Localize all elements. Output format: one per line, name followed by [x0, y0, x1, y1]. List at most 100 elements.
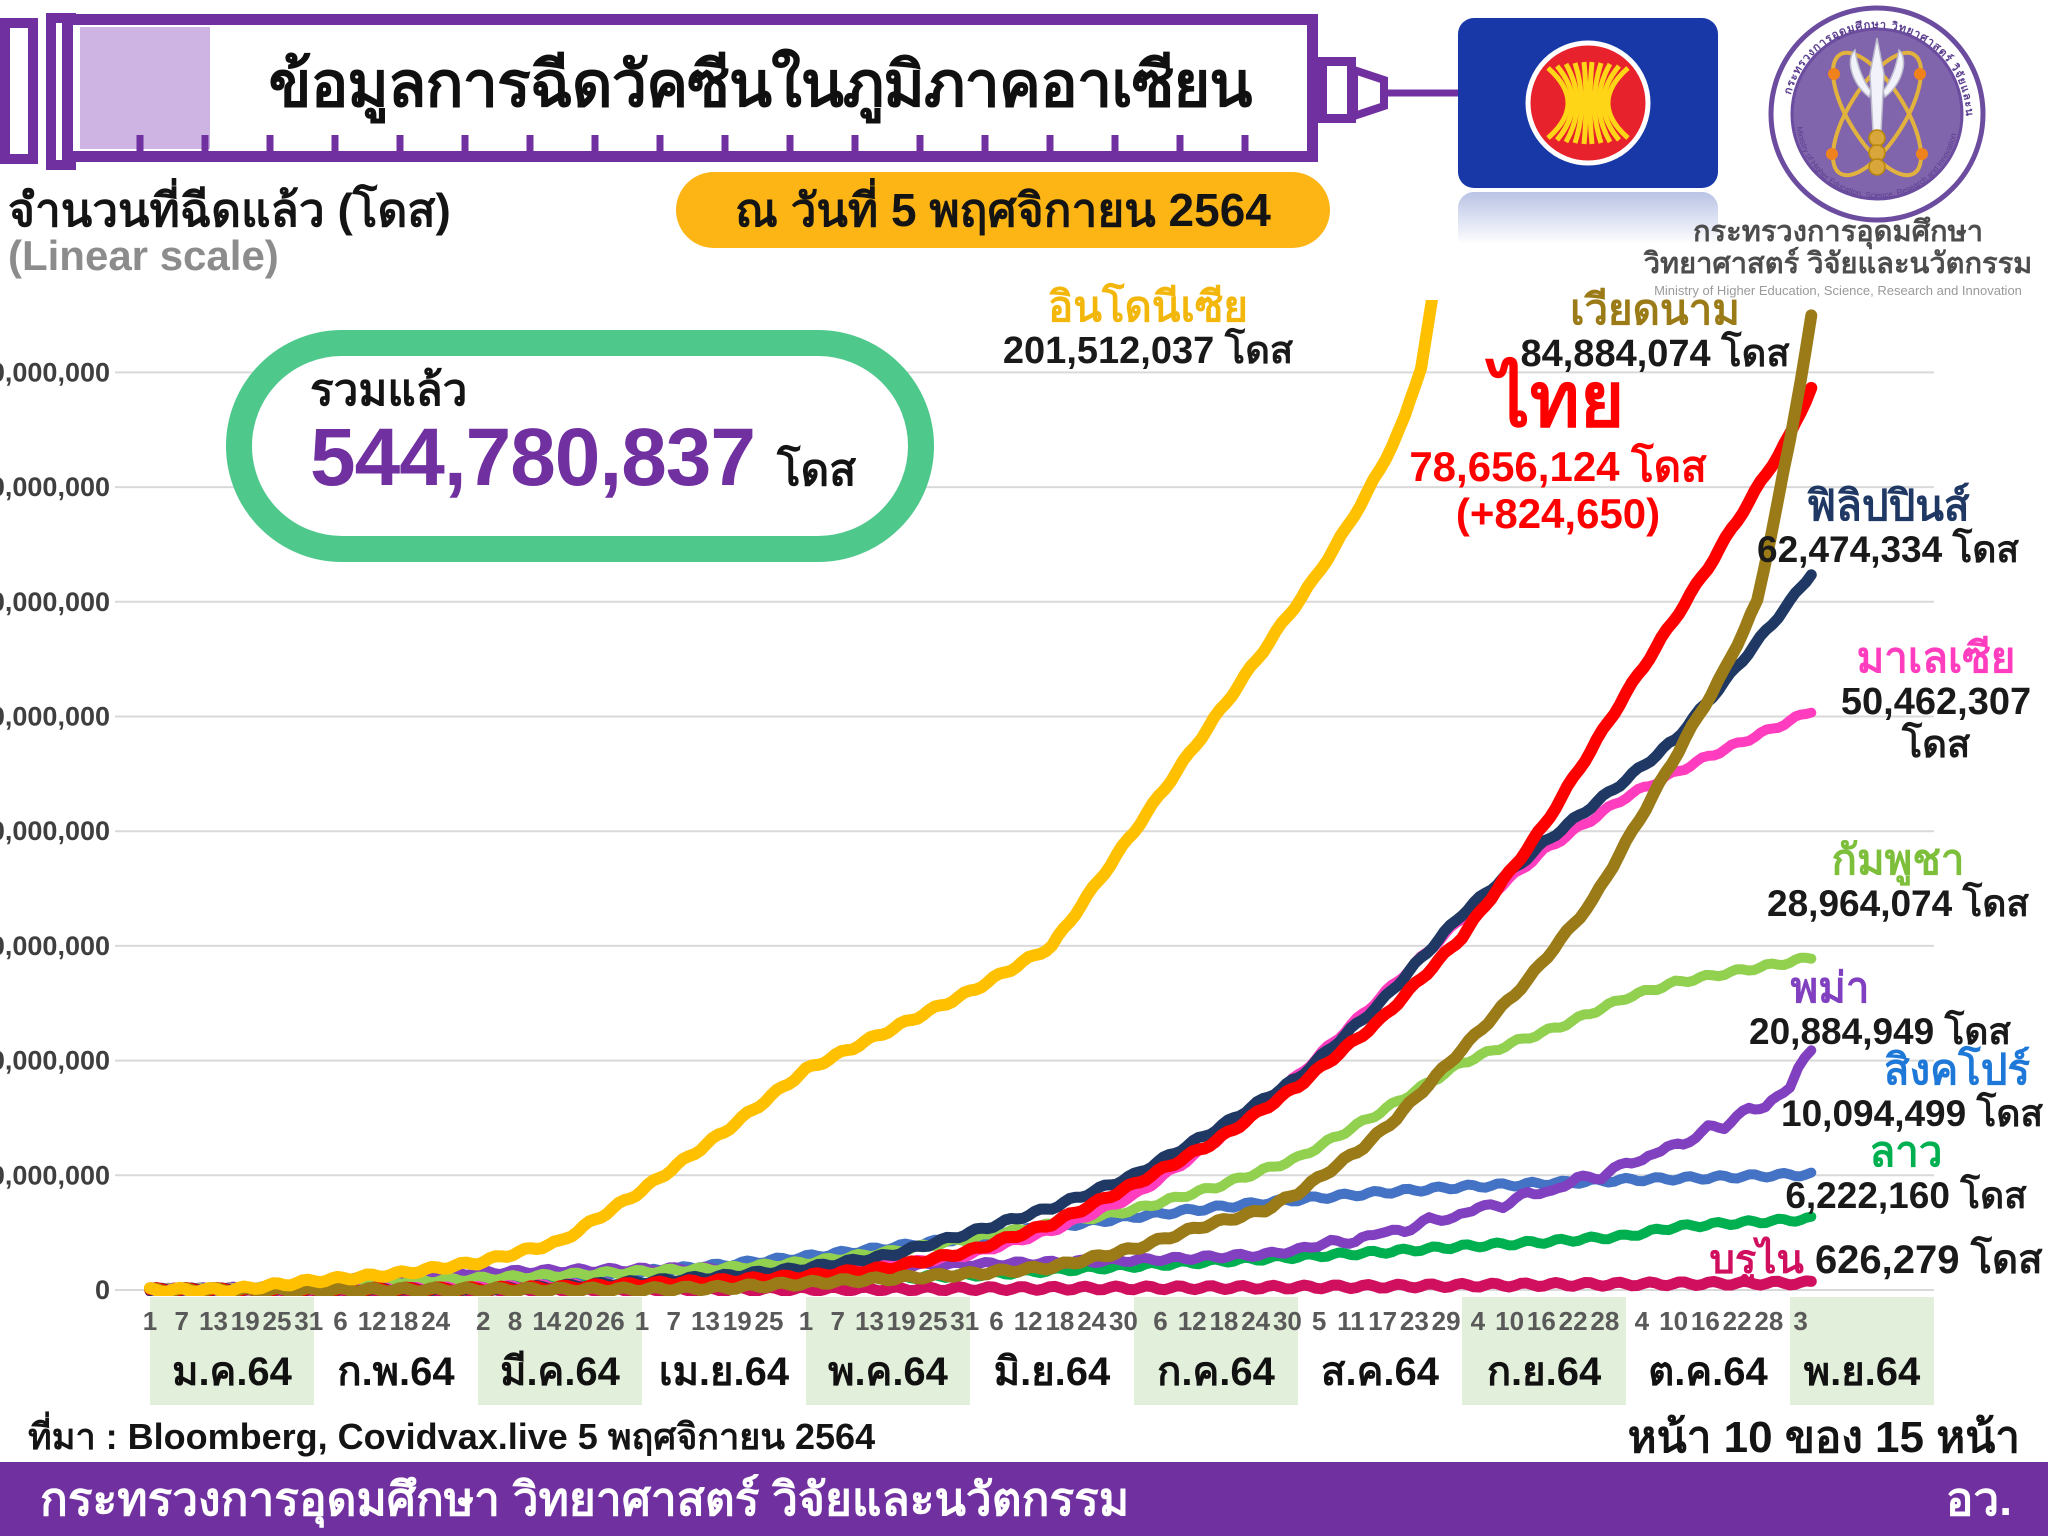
series-line-indonesia	[144, 300, 1439, 1296]
day-tick-label: 1	[635, 1306, 649, 1336]
ministry-name-line2: วิทยาศาสตร์ วิจัยและนวัตกรรม	[1643, 248, 2033, 281]
day-tick-label: 24	[421, 1306, 450, 1336]
day-tick-label: 19	[723, 1306, 752, 1336]
day-tick-label: 24	[1241, 1306, 1270, 1336]
as-of-date-badge: ณ วันที่ 5 พฤศจิกายน 2564	[676, 172, 1330, 248]
syringe-fill	[80, 27, 210, 149]
page-title: ข้อมูลการฉีดวัคซีนในภูมิภาคอาเซียน	[268, 50, 1253, 120]
day-tick-label: 25	[263, 1306, 292, 1336]
month-label: มี.ค.64	[500, 1350, 621, 1394]
day-tick-label: 13	[855, 1306, 884, 1336]
page-number: หน้า 10 ของ 15 หน้า	[1627, 1413, 2020, 1462]
day-tick-label: 1	[143, 1306, 157, 1336]
day-tick-label: 26	[596, 1306, 625, 1336]
day-tick-label: 30	[1273, 1306, 1302, 1336]
day-tick-label: 18	[1045, 1306, 1074, 1336]
syringe-body-banner	[62, 14, 1318, 162]
series-line-vietnam	[144, 309, 1818, 1296]
month-label: ก.พ.64	[337, 1350, 455, 1394]
footer-bar: กระทรวงการอุดมศึกษา วิทยาศาสตร์ วิจัยและ…	[0, 1462, 2048, 1536]
y-tick-label: 80,000,000	[0, 357, 110, 387]
day-tick-label: 17	[1368, 1306, 1397, 1336]
scale-note: (Linear scale)	[8, 232, 279, 279]
day-tick-label: 24	[1077, 1306, 1106, 1336]
y-tick-label: 60,000,000	[0, 587, 110, 617]
y-tick-label: 50,000,000	[0, 702, 110, 732]
day-tick-label: 12	[358, 1306, 387, 1336]
day-tick-label: 31	[294, 1306, 323, 1336]
day-tick-label: 16	[1691, 1306, 1720, 1336]
day-tick-label: 13	[691, 1306, 720, 1336]
day-tick-label: 6	[333, 1306, 347, 1336]
day-tick-label: 2	[476, 1306, 490, 1336]
ministry-seal-icon: กระทรวงการอุดมศึกษา วิทยาศาสตร์ วิจัยและ…	[1762, 2, 1986, 223]
month-label: ก.ค.64	[1157, 1350, 1275, 1394]
asean-flag-icon	[1458, 18, 1718, 188]
month-band	[806, 1297, 970, 1405]
day-tick-label: 11	[1337, 1306, 1365, 1336]
month-band	[150, 1297, 314, 1405]
day-tick-label: 12	[1014, 1306, 1043, 1336]
day-tick-label: 6	[1153, 1306, 1167, 1336]
y-tick-label: 70,000,000	[0, 472, 110, 502]
day-tick-label: 13	[199, 1306, 228, 1336]
month-label: มิ.ย.64	[994, 1350, 1111, 1394]
day-tick-label: 22	[1723, 1306, 1752, 1336]
month-label: ส.ค.64	[1321, 1350, 1440, 1394]
total-value: 544,780,837	[310, 411, 756, 503]
ministry-name-english: Ministry of Higher Education, Science, R…	[1654, 282, 2022, 298]
flag-reflection	[1458, 192, 1718, 262]
day-tick-label: 18	[389, 1306, 418, 1336]
syringe-nozzle	[1318, 57, 1356, 123]
day-tick-label: 19	[887, 1306, 916, 1336]
day-tick-label: 7	[831, 1306, 845, 1336]
day-tick-label: 10	[1659, 1306, 1688, 1336]
month-label: เม.ย.64	[659, 1350, 790, 1394]
month-band	[478, 1297, 642, 1405]
day-tick-label: 28	[1754, 1306, 1783, 1336]
day-tick-label: 7	[175, 1306, 189, 1336]
day-tick-label: 30	[1109, 1306, 1138, 1336]
source-citation: ที่มา : Bloomberg, Covidvax.live 5 พฤศจิ…	[28, 1416, 876, 1457]
footer-ministry-abbr: อว.	[1945, 1473, 2012, 1525]
y-tick-label: 30,000,000	[0, 931, 110, 961]
month-label: ม.ค.64	[172, 1350, 293, 1394]
day-tick-label: 16	[1527, 1306, 1556, 1336]
y-tick-label: 10,000,000	[0, 1160, 110, 1190]
day-tick-label: 1	[799, 1306, 813, 1336]
day-tick-label: 10	[1495, 1306, 1524, 1336]
ministry-name-line1: กระทรวงการอุดมศึกษา	[1693, 216, 1983, 248]
y-axis-title: จำนวนที่ฉีดแล้ว (โดส)	[8, 184, 451, 236]
day-tick-label: 25	[919, 1306, 948, 1336]
day-tick-label: 5	[1312, 1306, 1326, 1336]
day-tick-label: 25	[755, 1306, 784, 1336]
month-band	[1134, 1297, 1298, 1405]
y-tick-label: 40,000,000	[0, 816, 110, 846]
day-tick-label: 29	[1432, 1306, 1461, 1336]
month-band	[1790, 1297, 1934, 1405]
day-tick-label: 12	[1178, 1306, 1207, 1336]
day-tick-label: 8	[508, 1306, 522, 1336]
y-tick-label: 0	[95, 1275, 110, 1305]
total-doses-ring: รวมแล้ว 544,780,837 โดส	[226, 330, 934, 562]
syringe-needle-icon	[1352, 65, 1464, 121]
day-tick-label: 4	[1471, 1306, 1486, 1336]
ministry-name: กระทรวงการอุดมศึกษา วิทยาศาสตร์ วิจัยและ…	[1628, 216, 2048, 298]
total-unit: โดส	[777, 445, 857, 495]
month-band	[1462, 1297, 1626, 1405]
month-label: ต.ค.64	[1648, 1350, 1768, 1394]
series-line-myanmar	[145, 1045, 1817, 1296]
day-tick-label: 22	[1559, 1306, 1588, 1336]
day-tick-label: 28	[1590, 1306, 1619, 1336]
y-tick-label: 20,000,000	[0, 1046, 110, 1076]
syringe-plunger-rod	[0, 18, 38, 164]
day-tick-label: 23	[1400, 1306, 1429, 1336]
day-tick-label: 4	[1635, 1306, 1650, 1336]
series-line-cambodia	[145, 952, 1817, 1296]
month-label: พ.ย.64	[1804, 1350, 1921, 1394]
day-tick-label: 6	[989, 1306, 1003, 1336]
footer-ministry-name: กระทรวงการอุดมศึกษา วิทยาศาสตร์ วิจัยและ…	[40, 1473, 1130, 1525]
month-label: พ.ค.64	[828, 1350, 949, 1394]
